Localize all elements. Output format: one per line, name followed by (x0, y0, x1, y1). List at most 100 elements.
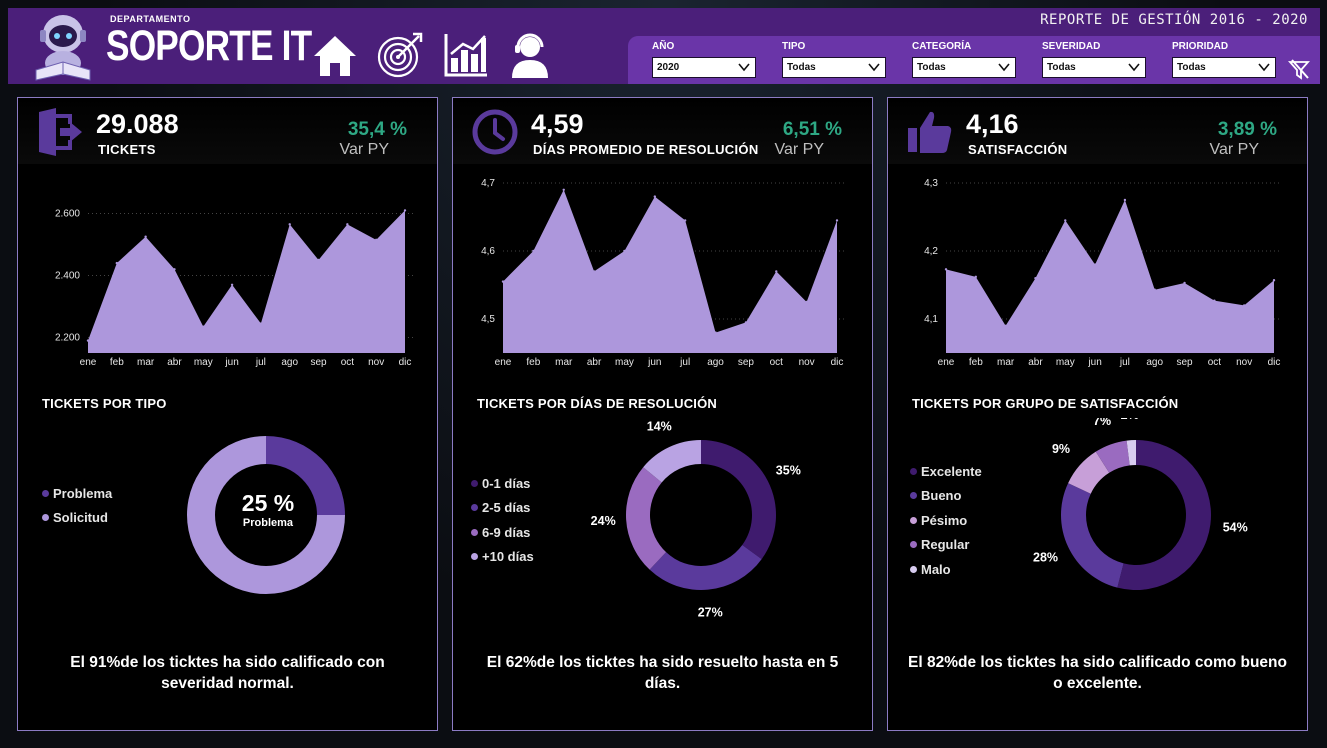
x-tick-label: sep (1176, 357, 1193, 368)
data-point (501, 280, 505, 283)
target-icon[interactable] (375, 30, 425, 80)
satisfaction-area-chart[interactable]: 4,1 4,2 4,3 ene feb mar abr may jun jul ago sep oct n… (888, 168, 1307, 378)
donut-slice (1126, 440, 1136, 466)
x-tick-label: ago (707, 357, 724, 368)
filter-label: SEVERIDAD (1042, 41, 1101, 52)
legend-label: Bueno (921, 488, 962, 504)
x-tick-label: nov (799, 357, 815, 368)
data-point (115, 261, 119, 265)
data-point (173, 268, 176, 271)
data-point (317, 258, 320, 262)
kpi-label: SATISFACCIÓN (968, 142, 1068, 157)
priority-dropdown[interactable]: Todas (1172, 57, 1276, 78)
donut-slice (1061, 483, 1124, 588)
section-title: TICKETS POR GRUPO DE SATISFACCIÓN (912, 396, 1179, 411)
data-point (532, 249, 535, 253)
x-tick-label: nov (368, 357, 384, 368)
legend-swatch (471, 504, 478, 512)
legend-item[interactable]: Pésimo (910, 508, 982, 533)
area-series (503, 189, 837, 353)
x-tick-label: may (615, 357, 634, 368)
tickets-monthly-area-chart[interactable]: 2.200 2.400 2.600 ene feb mar abr may jun jul ago s… (18, 168, 437, 378)
bar-chart-icon[interactable] (441, 30, 491, 80)
kpi-variation-label: Var PY (1209, 141, 1260, 158)
x-tick-label: oct (1208, 357, 1222, 368)
legend-item[interactable]: 2-5 días (471, 496, 534, 521)
filter-type: TIPO Todas (782, 40, 886, 78)
donut-chart[interactable]: 54% 28% 9% 7% 2% (888, 418, 1307, 638)
clear-filters-eraser-icon[interactable] (1286, 56, 1312, 82)
x-tick-label: may (1056, 357, 1075, 368)
donut-slice (1068, 451, 1110, 494)
y-tick-label: 4,1 (924, 314, 938, 325)
kpi-value: 4,59 (531, 109, 584, 139)
data-point (653, 195, 657, 198)
data-point (974, 275, 978, 279)
brand-subtitle: DEPARTAMENTO (110, 14, 191, 24)
x-tick-label: jun (1087, 357, 1101, 368)
filter-year: AÑO 2020 (652, 40, 756, 78)
home-icon[interactable] (310, 30, 360, 80)
donut-slice (626, 467, 667, 570)
x-tick-label: mar (137, 357, 155, 368)
data-point (288, 223, 291, 226)
resolution-days-area-chart[interactable]: 4,5 4,6 4,7 ene feb mar abr may jun jul ago sep oct n… (453, 168, 872, 378)
legend-item[interactable]: Problema (42, 481, 112, 506)
legend-item[interactable]: 0-1 días (471, 471, 534, 496)
support-agent-icon[interactable] (505, 30, 555, 80)
donut-chart[interactable] (18, 418, 437, 638)
legend-label: 0-1 días (482, 475, 531, 491)
data-point (230, 283, 234, 286)
data-point (1153, 288, 1156, 291)
legend-label: Problema (53, 485, 113, 501)
data-point (944, 268, 948, 271)
kpi-label: TICKETS (98, 142, 156, 157)
legend-item[interactable]: Malo (910, 557, 982, 582)
kpi-variation: 6,51 % (782, 119, 842, 140)
legend-swatch (910, 467, 917, 475)
data-point (592, 270, 596, 273)
category-dropdown[interactable]: Todas (912, 57, 1016, 78)
thumbs-up-icon (908, 111, 952, 153)
legend-item[interactable]: Solicitud (42, 506, 112, 531)
legend-item[interactable]: Excelente (910, 459, 982, 484)
legend-item[interactable]: +10 días (471, 545, 534, 570)
legend-item[interactable]: Bueno (910, 484, 982, 509)
data-point (835, 219, 839, 222)
y-tick-label: 4,6 (481, 246, 495, 257)
y-tick-label: 4,5 (481, 314, 495, 325)
exit-door-icon (39, 108, 82, 156)
legend-label: Regular (921, 537, 970, 553)
donut-data-label: 27% (698, 606, 723, 620)
legend-label: Solicitud (53, 510, 108, 526)
clock-icon (472, 109, 518, 155)
legend-label: 6-9 días (482, 524, 531, 540)
donut-chart[interactable]: 35% 27% 24% 14% (453, 418, 872, 638)
legend-item[interactable]: Regular (910, 533, 982, 558)
dropdown-value: Todas (917, 62, 946, 73)
data-point (562, 188, 565, 191)
x-tick-label: ene (80, 357, 97, 368)
section-title: TICKETS POR TIPO (42, 396, 167, 411)
legend-label: +10 días (482, 549, 534, 565)
legend-label: Excelente (921, 463, 982, 479)
filter-category: CATEGORÍA Todas (912, 40, 1016, 78)
year-dropdown[interactable]: 2020 (652, 57, 756, 78)
donut-data-label: 28% (1033, 551, 1058, 565)
kpi-card: 29.088 TICKETS 35,4 % Var PY (18, 98, 437, 164)
legend-swatch (910, 565, 917, 573)
severity-dropdown[interactable]: Todas (1042, 57, 1146, 78)
kpi-variation-label: Var PY (339, 141, 390, 158)
type-dropdown[interactable]: Todas (782, 57, 886, 78)
area-series (88, 210, 405, 353)
y-tick-label: 4,2 (924, 246, 938, 257)
data-point (775, 270, 778, 273)
x-tick-label: ago (281, 357, 298, 368)
y-tick-label: 2.400 (55, 271, 80, 282)
legend-item[interactable]: 6-9 días (471, 520, 534, 545)
tickets-by-type-donut: Problema Solicitud 25 % Problema (18, 418, 437, 638)
kpi-label: DÍAS PROMEDIO DE RESOLUCIÓN (533, 142, 759, 157)
x-tick-label: abr (1028, 357, 1043, 368)
data-point (1272, 279, 1276, 282)
donut-data-label: 2% (1121, 418, 1139, 422)
